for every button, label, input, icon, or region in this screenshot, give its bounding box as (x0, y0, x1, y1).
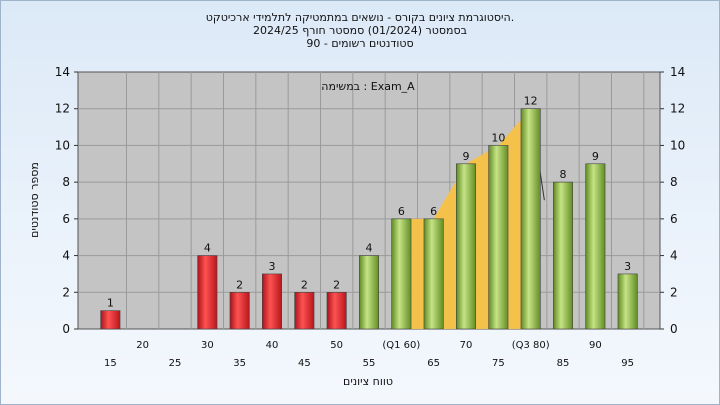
bar-data-label: 10 (491, 131, 505, 144)
y-axis-label: מספר סטודנטים (28, 162, 41, 238)
y-tick-label-right: 8 (670, 175, 678, 189)
bar-data-label: 9 (592, 150, 599, 163)
histogram-bar (294, 291, 315, 330)
bar-data-label: 2 (301, 278, 308, 291)
x-tick-label: 95 (621, 358, 634, 369)
bar-data-label: 2 (333, 278, 340, 291)
histogram-bar (261, 273, 282, 330)
x-axis-label: טווח ציונים (343, 375, 393, 388)
y-tick-label-left: 0 (62, 322, 70, 336)
y-tick-label-left: 2 (62, 285, 70, 299)
x-tick-label: 30 (201, 340, 214, 351)
histogram-bar (585, 163, 606, 330)
chart-title-line-2: בסמסטר (01/2024) סמסטר חורף 2024/25 (253, 24, 467, 37)
histogram-bar (197, 255, 218, 330)
y-tick-label-right: 0 (670, 322, 678, 336)
y-tick-label-left: 10 (55, 138, 70, 152)
y-tick-label-right: 12 (670, 102, 685, 116)
x-tick-label: 75 (492, 358, 505, 369)
chart-title-line-1: היסטוגרמת ציונים בקורס - נושאים במתמטיקה… (205, 11, 515, 24)
histogram-bar (100, 310, 121, 330)
histogram-bar (455, 163, 476, 330)
x-tick-label: 40 (266, 340, 279, 351)
bar-data-label: 1 (107, 297, 114, 310)
histogram-bar (617, 273, 638, 330)
histogram-bar (520, 108, 541, 330)
bar-data-label: 3 (269, 260, 276, 273)
x-tick-label: 15 (104, 358, 117, 369)
y-tick-label-right: 14 (670, 65, 685, 79)
bar-data-label: 8 (560, 168, 567, 181)
x-tick-label: 55 (363, 358, 376, 369)
histogram-bar (326, 291, 347, 330)
x-tick-label: 65 (427, 358, 440, 369)
bar-data-label: 6 (430, 205, 437, 218)
y-tick-label-left: 4 (62, 249, 70, 263)
x-tick-label: 45 (298, 358, 311, 369)
x-tick-label: 20 (136, 340, 149, 351)
histogram-bar (423, 218, 444, 330)
histogram-bar (552, 181, 573, 330)
x-tick-label: 70 (460, 340, 473, 351)
x-tick-label: (Q3 80) (512, 340, 550, 351)
y-tick-label-right: 6 (670, 212, 678, 226)
histogram-bar (229, 291, 250, 330)
x-tick-label: 25 (169, 358, 182, 369)
bar-data-label: 4 (366, 242, 373, 255)
histogram-bar (488, 145, 509, 330)
bar-data-label: 12 (524, 95, 538, 108)
bar-data-label: 9 (463, 150, 470, 163)
x-tick-label: 35 (233, 358, 246, 369)
y-tick-label-right: 4 (670, 249, 678, 263)
histogram-bar (358, 255, 379, 330)
y-tick-label-right: 10 (670, 138, 685, 152)
y-tick-label-left: 14 (55, 65, 70, 79)
x-tick-label: (Q1 60) (382, 340, 420, 351)
x-tick-label: 90 (589, 340, 602, 351)
x-tick-label: 50 (330, 340, 343, 351)
y-tick-label-right: 2 (670, 285, 678, 299)
histogram-bar (391, 218, 412, 330)
bar-data-label: 2 (236, 278, 243, 291)
y-tick-label-left: 6 (62, 212, 70, 226)
bar-data-label: 4 (204, 242, 211, 255)
exam-annotation: במשימה : Exam_A (321, 80, 415, 93)
bar-data-label: 3 (624, 260, 631, 273)
chart-title-line-3: סטודנטים רשומים - 90 (306, 37, 414, 50)
x-tick-label: 85 (557, 358, 570, 369)
y-tick-label-left: 12 (55, 102, 70, 116)
y-tick-label-left: 8 (62, 175, 70, 189)
bar-data-label: 6 (398, 205, 405, 218)
